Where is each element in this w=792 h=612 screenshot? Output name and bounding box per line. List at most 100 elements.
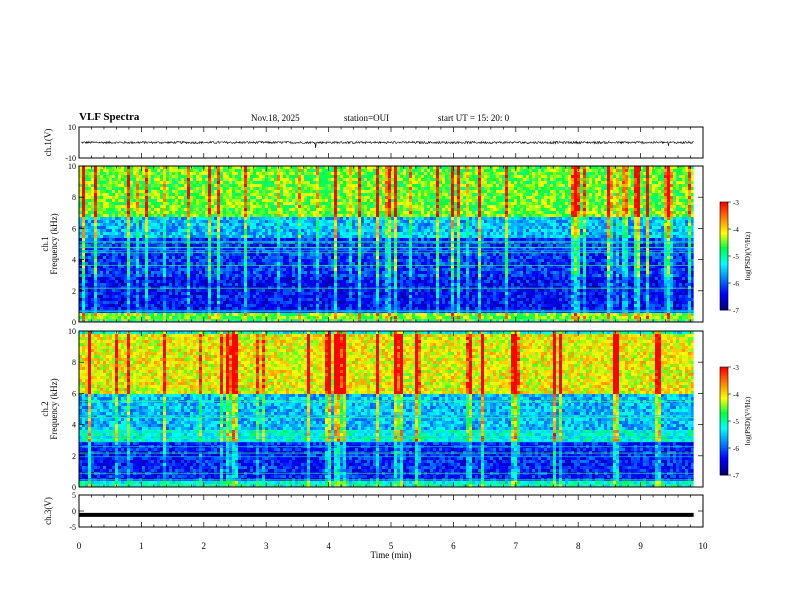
spectrogram-cell [97, 277, 100, 280]
spectrogram-cell [109, 295, 112, 298]
spectrogram-cell [94, 253, 97, 256]
spectrogram-cell [142, 262, 145, 265]
spectrogram-cell [97, 256, 100, 259]
spectrogram-cell [94, 220, 97, 223]
spectrogram-cell [124, 184, 127, 187]
spectrogram-cell [91, 169, 94, 172]
spectrogram-cell [124, 223, 127, 226]
spectrogram-cell [151, 298, 154, 301]
spectrogram-cell [91, 211, 94, 214]
spectrogram-cell [100, 184, 103, 187]
spectrogram-cell [127, 289, 130, 292]
spectrogram-cell [166, 277, 169, 280]
spectrogram-cell [154, 199, 157, 202]
spectrogram-cell [154, 307, 157, 310]
spectrogram-cell [109, 271, 112, 274]
spectrogram-cell [127, 274, 130, 277]
spectrogram-cell [148, 286, 151, 289]
spectrogram-cell [154, 313, 157, 316]
spectrogram-cell [154, 196, 157, 199]
spectrogram-cell [97, 193, 100, 196]
spectrogram-cell [133, 223, 136, 226]
spectrogram-cell [112, 172, 115, 175]
spectrogram-cell [100, 172, 103, 175]
spectrogram-cell [82, 277, 85, 280]
spectrogram-cell [154, 175, 157, 178]
spectrogram-cell [130, 226, 133, 229]
spectrogram-cell [100, 277, 103, 280]
spectrogram-cell [145, 211, 148, 214]
spectrogram-cell [142, 232, 145, 235]
spectrogram-cell [133, 235, 136, 238]
spectrogram-cell [166, 205, 169, 208]
spectrogram-cell [85, 268, 88, 271]
spectrogram-cell [142, 289, 145, 292]
spectrogram-cell [142, 193, 145, 196]
spectrogram-cell [115, 286, 118, 289]
spectrogram-cell [172, 190, 175, 193]
spectrogram-cell [151, 292, 154, 295]
spectrogram-cell [169, 229, 172, 232]
spectrogram-cell [151, 175, 154, 178]
spectrogram-cell [160, 235, 163, 238]
spectrogram-cell [88, 307, 91, 310]
spectrogram-cell [163, 217, 166, 220]
spectrogram-cell [109, 229, 112, 232]
spectrogram-cell [124, 286, 127, 289]
spectrogram-cell [91, 190, 94, 193]
spectrogram-cell [154, 232, 157, 235]
spectrogram-cell [145, 229, 148, 232]
spectrogram-cell [157, 211, 160, 214]
spectrogram-cell [145, 283, 148, 286]
spectrogram-cell [130, 238, 133, 241]
spectrogram-cell [130, 211, 133, 214]
spectrogram-cell [97, 184, 100, 187]
spectrogram-cell [109, 190, 112, 193]
spectrogram-cell [115, 190, 118, 193]
spectrogram-cell [97, 226, 100, 229]
spectrogram-cell [103, 316, 106, 319]
spectrogram-cell [121, 274, 124, 277]
spectrogram-cell [106, 259, 109, 262]
spectrogram-cell [118, 169, 121, 172]
spectrogram-cell [169, 259, 172, 262]
spectrogram-cell [124, 316, 127, 319]
spectrogram-cell [121, 172, 124, 175]
spectrogram-cell [118, 181, 121, 184]
spectrogram-cell [142, 172, 145, 175]
spectrogram-cell [127, 205, 130, 208]
spectrogram-cell [97, 172, 100, 175]
spectrogram-cell [139, 301, 142, 304]
spectrogram-cell [169, 292, 172, 295]
spectrogram-cell [100, 304, 103, 307]
spectrogram-cell [136, 220, 139, 223]
spectrogram-cell [100, 298, 103, 301]
spectrogram-cell [112, 274, 115, 277]
spectrogram-cell [100, 196, 103, 199]
spectrogram-cell [157, 181, 160, 184]
spectrogram-cell [175, 193, 178, 196]
spectrogram-cell [121, 196, 124, 199]
spectrogram-cell [88, 298, 91, 301]
spectrogram-cell [148, 169, 151, 172]
spectrogram-cell [109, 256, 112, 259]
spectrogram-cell [109, 175, 112, 178]
spectrogram-cell [139, 271, 142, 274]
spectrogram-cell [97, 205, 100, 208]
spectrogram-cell [145, 274, 148, 277]
spectrogram-cell [142, 316, 145, 319]
spectrogram-cell [166, 304, 169, 307]
spectrogram-cell [160, 295, 163, 298]
spectrogram-cell [139, 238, 142, 241]
spectrogram-cell [112, 181, 115, 184]
spectrogram-cell [148, 301, 151, 304]
spectrogram-cell [151, 268, 154, 271]
spectrogram-cell [94, 229, 97, 232]
spectrogram-cell [109, 244, 112, 247]
spectrogram-cell [85, 202, 88, 205]
spectrogram-cell [136, 205, 139, 208]
spectrogram-cell [148, 283, 151, 286]
spectrogram-cell [88, 280, 91, 283]
spectrogram-cell [115, 181, 118, 184]
spectrogram-cell [148, 316, 151, 319]
